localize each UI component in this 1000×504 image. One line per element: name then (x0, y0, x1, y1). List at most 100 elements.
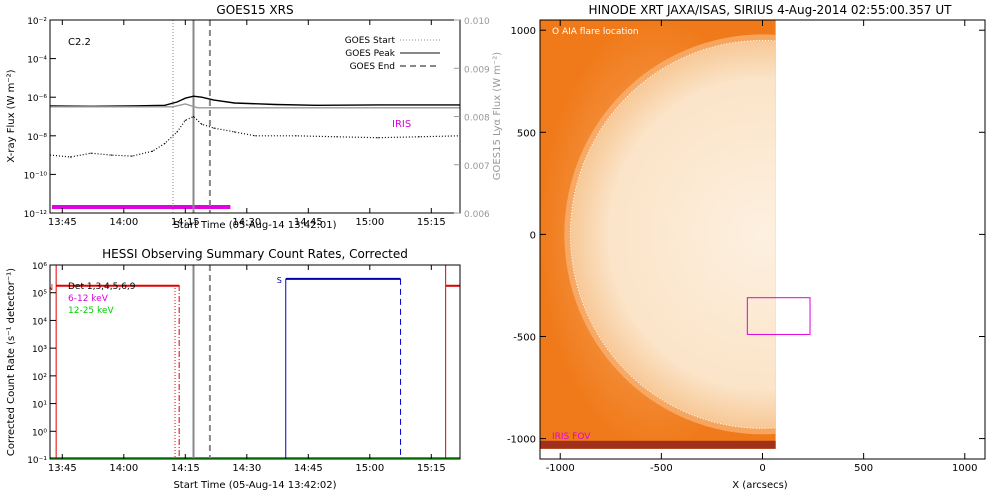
goes-plot-area (50, 20, 460, 213)
iris-fov-label: IRIS FOV (552, 432, 591, 442)
goes-point-1-1 (69, 156, 72, 158)
hessi-saa-marker: S (277, 276, 282, 285)
goes-point-1-13 (254, 135, 256, 137)
hessi-panel: HESSI Observing Summary Count Rates, Cor… (6, 247, 461, 491)
goes-point-1-12 (233, 131, 236, 133)
goes-point-1-7 (176, 131, 178, 133)
goes-title: GOES15 XRS (216, 3, 293, 17)
hessi-xtick-label: 15:00 (355, 463, 384, 474)
goes-point-1-14 (295, 135, 297, 137)
goes-point-1-16 (377, 137, 379, 139)
goes-y2tick-label: 0.010 (464, 17, 490, 27)
hessi-axes-frame (49, 264, 461, 460)
goes-xtick-label: 14:15 (171, 217, 200, 228)
goes-ytick-label: 10⁻⁴ (27, 56, 47, 66)
xrt-axes: -1000 -500 0 500 1000 1000 500 0 -500 -1000 (507, 20, 985, 474)
hessi-legend-label: Det 1,3,4,5,6,9 (68, 282, 136, 292)
hessi-xtick-label: 13:45 (48, 463, 77, 474)
hessi-xtick-label: 14:15 (171, 463, 200, 474)
goes-ytick-label: 10⁻¹² (24, 210, 48, 220)
goes-point-1-3 (110, 154, 113, 156)
goes-point-0-11 (315, 104, 318, 106)
xrt-xlabel: X (arcsecs) (732, 480, 788, 491)
goes-series-2 (50, 103, 460, 109)
hessi-ytick-label: 10² (32, 373, 47, 383)
goes-xtick-label: 15:15 (417, 217, 446, 228)
goes-panel: GOES15 XRS 13:45 14:00 14:15 14:30 14:45 15:0… (6, 3, 503, 231)
goes-axes: 13:45 14:00 14:15 14:30 14:45 15:00 15:15 10⁻² 1… (24, 17, 490, 228)
goes-legend: GOES Start GOES Peak GOES End (345, 36, 440, 72)
goes-point-1-15 (336, 136, 338, 138)
goes-point-1-5 (151, 150, 154, 152)
goes-point-1-11 (213, 127, 215, 129)
goes-point-0-10 (274, 103, 277, 106)
xrt-xtick-label: 0 (759, 463, 765, 474)
goes-point-0-7 (201, 96, 203, 98)
goes-point-0-9 (233, 102, 236, 104)
goes-point-1-6 (164, 142, 166, 145)
goes-axes-frame (49, 19, 461, 214)
xrt-xtick-label: 1000 (952, 463, 977, 474)
goes-y2label: GOES15 Lyα Flux (W m⁻²) (492, 52, 503, 180)
xrt-image-area (540, 20, 811, 449)
goes-point-0-4 (176, 101, 178, 103)
xrt-ytick-label: 0 (530, 230, 536, 241)
xrt-image-bottom-strip (540, 440, 776, 449)
goes-point-1-4 (131, 155, 133, 157)
goes-ytick-label: 10⁻⁶ (27, 94, 47, 104)
goes-point-1-2 (90, 152, 92, 154)
xrt-ytick-label: -500 (513, 332, 536, 343)
goes-xtick-label: 14:45 (294, 217, 323, 228)
goes-y2tick-label: 0.008 (464, 114, 490, 124)
hessi-ytick-label: 10⁻¹ (27, 456, 47, 466)
hessi-legend: Det 1,3,4,5,6,9 6-12 keV 12-25 keV (68, 282, 136, 316)
xrt-solar-disk (570, 40, 776, 429)
xrt-ytick-label: -1000 (507, 435, 536, 446)
xrt-ytick-label: 1000 (511, 26, 536, 37)
hessi-xlabel: Start Time (05-Aug-14 13:42:02) (173, 480, 336, 491)
hessi-xtick-label: 14:45 (294, 463, 323, 474)
goes-point-0-3 (164, 104, 166, 106)
hessi-ytick-label: 10⁵ (32, 290, 47, 300)
goes-y2tick-label: 0.006 (464, 210, 490, 220)
goes-xtick-label: 13:45 (48, 217, 77, 228)
hessi-axes: 13:45 14:00 14:15 14:30 14:45 15:00 15:15 10⁶ 10… (27, 262, 446, 474)
iris-fov-box (746, 297, 811, 335)
hessi-ytick-label: 10⁶ (32, 262, 47, 272)
goes-ylabel: X-ray Flux (W m⁻²) (6, 69, 17, 162)
goes-point-1-10 (201, 123, 203, 125)
goes-point-0-12 (377, 104, 379, 106)
goes-point-1-17 (418, 136, 420, 138)
hessi-xtick-label: 15:15 (417, 463, 446, 474)
goes-point-1-9 (192, 115, 195, 118)
goes-point-0-6 (192, 95, 195, 97)
goes-y2tick-label: 0.007 (464, 162, 490, 172)
hessi-ytick-label: 10³ (32, 345, 47, 355)
hessi-plot-area: NS (47, 265, 460, 459)
goes-xlabel: Start Time (05-Aug-14 13:42:01) (173, 220, 336, 231)
goes-legend-label: GOES End (350, 62, 395, 72)
goes-point-2-3 (197, 107, 199, 109)
hessi-ytick-label: 10⁴ (32, 317, 47, 327)
goes-point-0-8 (213, 99, 215, 101)
xrt-solar-limb (569, 39, 776, 429)
goes-ytick-label: 10⁻⁸ (27, 133, 47, 143)
iris-label: IRIS (392, 119, 411, 130)
hessi-ylabel: Corrected Count Rate (s⁻¹ detector⁻¹) (6, 268, 17, 456)
goes-point-2-2 (184, 103, 186, 105)
goes-series-0 (50, 95, 460, 108)
hessi-legend-label: 6-12 keV (68, 294, 109, 304)
hessi-title: HESSI Observing Summary Count Rates, Cor… (102, 247, 408, 261)
xrt-xtick-label: -500 (650, 463, 673, 474)
goes-ytick-label: 10⁻² (27, 17, 47, 27)
hessi-ytick-label: 10¹ (32, 401, 47, 411)
goes-legend-label: GOES Peak (345, 49, 395, 59)
goes-point-1-8 (184, 119, 186, 121)
goes-xtick-label: 14:00 (109, 217, 138, 228)
goes-point-2-1 (172, 106, 174, 108)
hessi-night-marker: N (47, 283, 53, 292)
xrt-disk-group (564, 34, 776, 435)
hessi-legend-label: 12-25 keV (68, 306, 114, 316)
